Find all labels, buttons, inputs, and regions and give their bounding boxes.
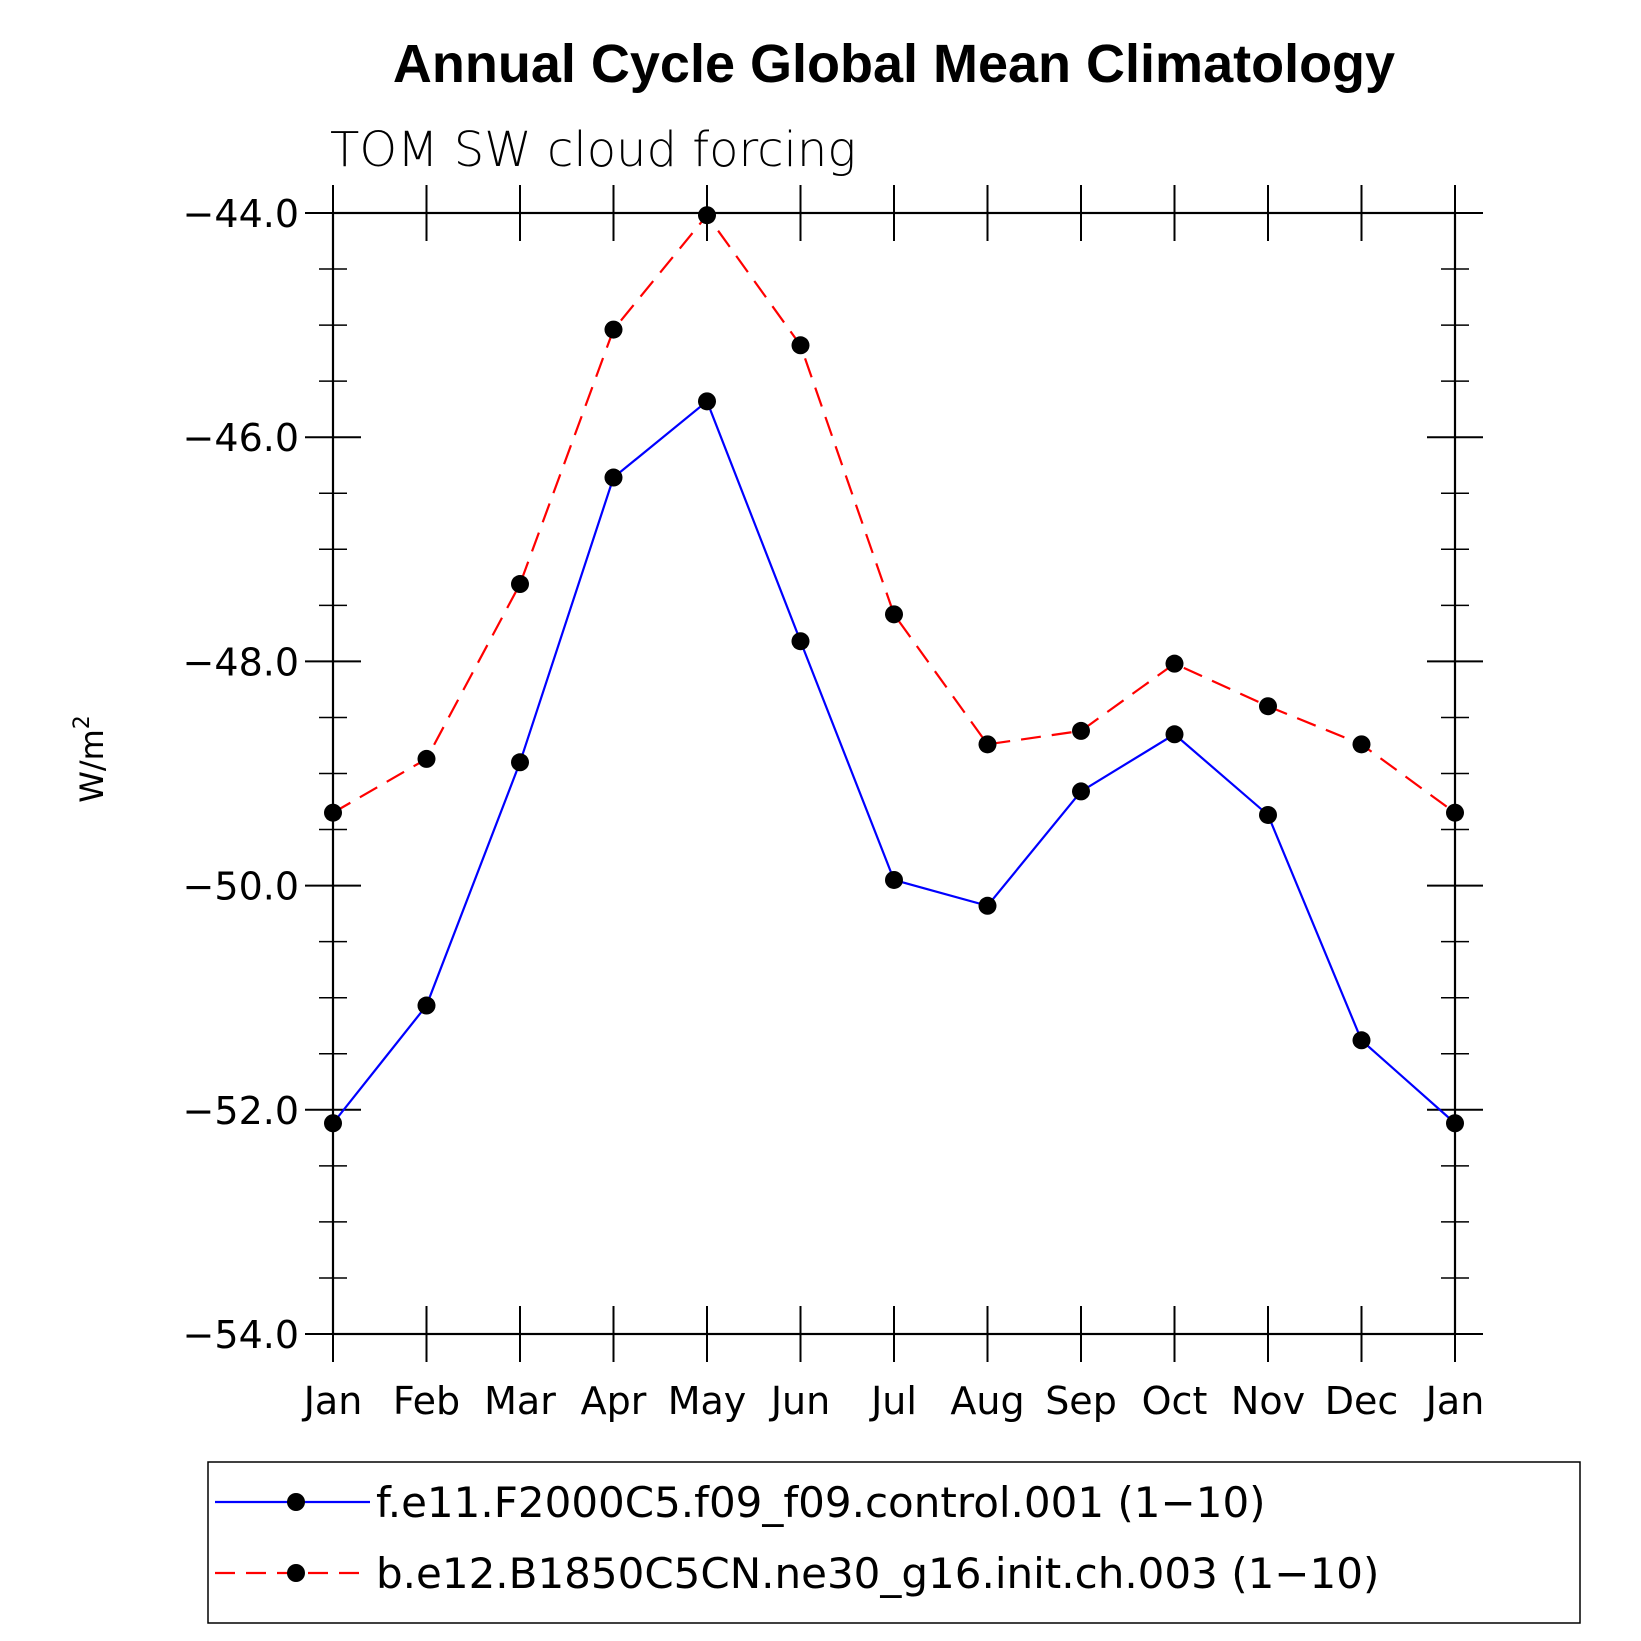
y-tick-label: −46.0 — [183, 416, 299, 460]
data-point — [417, 996, 436, 1015]
series-2 — [324, 206, 1464, 822]
x-tick-label: Feb — [393, 1379, 460, 1423]
data-point — [1072, 782, 1090, 801]
y-tick-label: −50.0 — [183, 865, 299, 909]
legend-marker-1 — [287, 1493, 305, 1511]
data-point — [604, 320, 623, 339]
y-tick-label: −54.0 — [183, 1313, 299, 1357]
axis-ticks — [305, 185, 1483, 1362]
legend-label-2: b.e12.B1850C5CN.ne30_g16.init.ch.003 (1−… — [376, 1549, 1379, 1598]
plot-border — [331, 211, 1457, 1336]
x-tick-label: Aug — [950, 1379, 1024, 1423]
y-axis-label-text: W/m — [73, 729, 111, 803]
series-line-2 — [332, 213, 1456, 814]
data-point — [1165, 654, 1184, 673]
x-tick-label: Jan — [302, 1379, 363, 1423]
data-point — [324, 803, 342, 822]
data-point — [324, 1114, 342, 1133]
plot-frame — [331, 211, 1457, 1336]
legend-marker-2 — [287, 1564, 305, 1582]
legend-label-1: f.e11.F2000C5.f09_f09.control.001 (1−10) — [376, 1478, 1266, 1527]
data-point — [1352, 1031, 1371, 1050]
x-tick-label: Apr — [581, 1379, 647, 1423]
x-tick-label: Jul — [869, 1379, 917, 1423]
y-axis-label-superscript: 2 — [70, 715, 95, 729]
data-point — [1446, 803, 1464, 822]
series-1 — [324, 392, 1464, 1133]
x-tick-label: May — [668, 1379, 747, 1423]
data-point — [511, 753, 529, 772]
legend-entries: f.e11.F2000C5.f09_f09.control.001 (1−10)… — [215, 1478, 1379, 1598]
data-point — [978, 896, 997, 915]
data-point — [698, 392, 716, 411]
data-point — [1259, 697, 1277, 716]
y-tick-label: −52.0 — [183, 1089, 299, 1133]
series-layer — [324, 206, 1464, 1133]
x-tick-label: Mar — [484, 1379, 556, 1423]
legend-box — [207, 1461, 1581, 1624]
data-point — [1259, 805, 1277, 824]
svg-text:W/m2: W/m2 — [70, 715, 111, 803]
y-axis-label: W/m2 — [70, 715, 111, 803]
y-tick-label: −44.0 — [183, 192, 299, 236]
data-point — [885, 605, 903, 624]
x-tick-label: Jun — [769, 1379, 830, 1423]
series-line-1 — [332, 399, 1456, 1125]
x-tick-label: Oct — [1142, 1379, 1208, 1423]
y-tick-label: −48.0 — [183, 640, 299, 684]
chart-subtitle: TOM SW cloud forcing — [330, 122, 856, 178]
data-point — [1446, 1114, 1464, 1133]
data-point — [791, 632, 810, 651]
x-tick-label: Sep — [1045, 1379, 1117, 1423]
data-point — [698, 206, 716, 225]
x-tick-label: Dec — [1325, 1379, 1399, 1423]
data-point — [1165, 725, 1184, 744]
chart-title: Annual Cycle Global Mean Climatology — [393, 34, 1395, 94]
data-point — [1352, 735, 1371, 754]
legend: f.e11.F2000C5.f09_f09.control.001 (1−10)… — [207, 1461, 1581, 1624]
x-tick-label: Jan — [1424, 1379, 1485, 1423]
data-point — [1072, 721, 1090, 740]
data-point — [885, 870, 903, 889]
data-point — [978, 735, 997, 754]
x-tick-label: Nov — [1231, 1379, 1305, 1423]
data-point — [604, 468, 623, 487]
data-point — [791, 336, 810, 355]
data-point — [417, 749, 436, 768]
data-point — [511, 575, 529, 594]
